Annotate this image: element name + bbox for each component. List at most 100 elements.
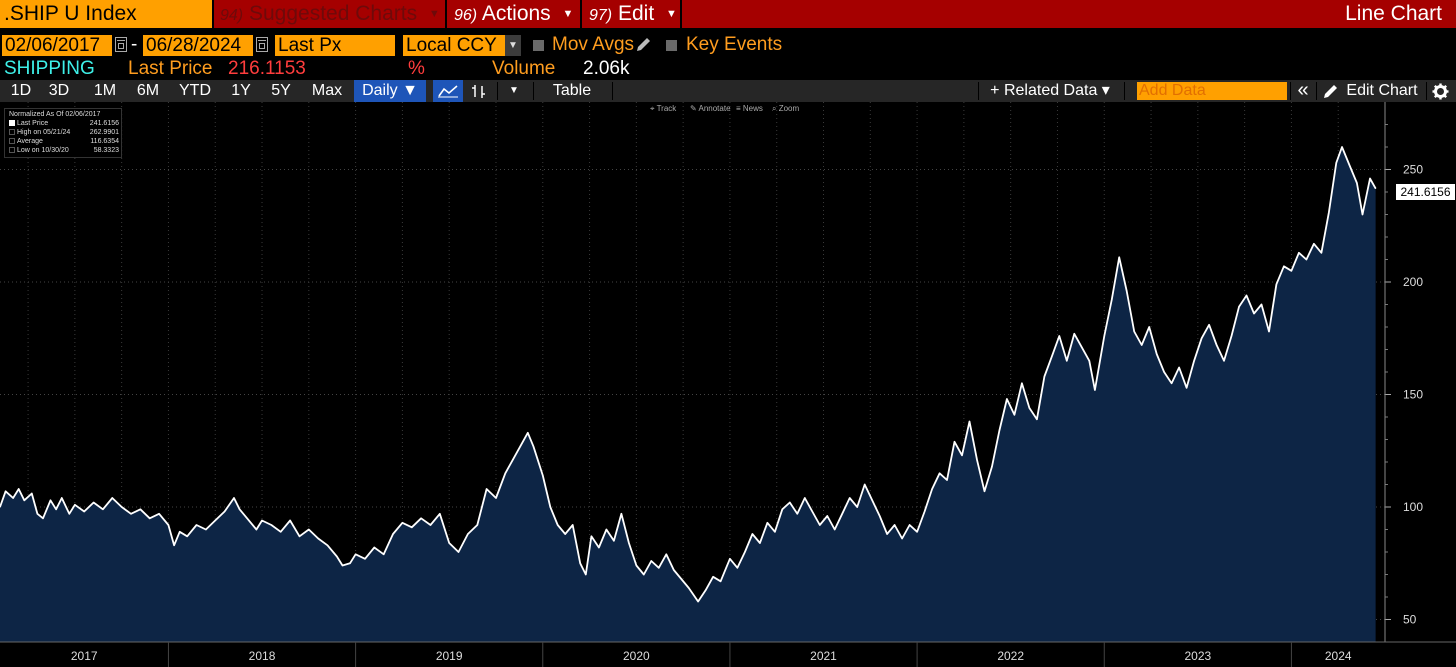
- divider: [533, 82, 534, 100]
- data-point: [1348, 164, 1350, 166]
- actions-menu[interactable]: 96) Actions ▼: [454, 0, 573, 28]
- legend-swatch[interactable]: [9, 147, 15, 154]
- table-button[interactable]: Table: [552, 82, 592, 99]
- news-label: News: [742, 104, 763, 113]
- line-chart-icon[interactable]: [433, 80, 463, 102]
- divider: [445, 0, 447, 28]
- range-max[interactable]: Max: [311, 82, 343, 99]
- data-point: [620, 513, 623, 515]
- frequency-select[interactable]: Daily ▼: [354, 80, 426, 102]
- data-point: [261, 519, 263, 522]
- start-date-input[interactable]: 02/06/2017: [2, 35, 112, 56]
- data-point: [158, 513, 160, 515]
- data-point: [1283, 265, 1285, 267]
- end-date-input[interactable]: 06/28/2024: [143, 35, 253, 56]
- pencil-icon: ✎: [690, 104, 697, 113]
- data-point: [308, 528, 310, 531]
- volume-value: 2.06k: [583, 58, 630, 79]
- data-point: [1320, 252, 1322, 254]
- security-name: SHIPPING: [4, 58, 95, 79]
- pencil-icon[interactable]: [634, 36, 652, 54]
- data-point: [439, 513, 441, 515]
- annotate-tool[interactable]: ✎ Annotate: [690, 104, 731, 113]
- x-tick-label: 2021: [810, 649, 837, 663]
- data-point: [1066, 360, 1068, 362]
- related-data-button[interactable]: + Related Data ▾: [990, 82, 1110, 99]
- data-point: [901, 537, 903, 540]
- edit-chart-button[interactable]: Edit Chart: [1346, 82, 1418, 99]
- y-tick-label: 200: [1403, 275, 1423, 289]
- divider: [1316, 82, 1317, 100]
- data-point: [924, 510, 926, 513]
- data-point: [1013, 414, 1016, 416]
- range-ytd[interactable]: YTD: [179, 82, 211, 99]
- suggested-charts-menu[interactable]: 94) Suggested Charts ▼: [220, 0, 440, 28]
- edit-number: 97): [589, 7, 613, 24]
- range-5y[interactable]: 5Y: [271, 82, 291, 99]
- range-1d[interactable]: 1D: [10, 82, 32, 99]
- data-point: [1253, 312, 1255, 315]
- data-point: [1193, 360, 1195, 362]
- field-select[interactable]: Last Px: [275, 35, 395, 56]
- range-1m[interactable]: 1M: [93, 82, 117, 99]
- data-point: [744, 551, 746, 553]
- x-tick-label: 2018: [249, 649, 276, 663]
- calendar-icon[interactable]: [256, 37, 268, 52]
- edit-menu[interactable]: 97) Edit ▼: [589, 0, 677, 28]
- ticker-field[interactable]: .SHIP U Index: [0, 0, 212, 28]
- currency-dropdown-icon[interactable]: ▼: [505, 35, 521, 56]
- range-1y[interactable]: 1Y: [231, 82, 251, 99]
- data-point: [705, 589, 707, 591]
- bar-chart-icon[interactable]: [466, 80, 492, 102]
- data-point: [968, 420, 971, 423]
- data-point: [326, 544, 329, 546]
- x-axis-band: [0, 642, 1456, 667]
- pencil-icon[interactable]: [1322, 83, 1340, 100]
- data-point: [961, 454, 963, 456]
- x-tick-label: 2020: [623, 649, 650, 663]
- divider: [1124, 82, 1125, 100]
- data-point: [1356, 182, 1358, 184]
- legend-swatch[interactable]: [9, 120, 15, 127]
- x-tick-label: 2017: [71, 649, 98, 663]
- chart-type-dropdown-icon[interactable]: ▼: [509, 85, 519, 96]
- range-6m[interactable]: 6M: [136, 82, 160, 99]
- data-point: [42, 517, 44, 519]
- data-point: [1073, 333, 1075, 335]
- gear-icon[interactable]: [1432, 83, 1449, 100]
- track-tool[interactable]: ⌖ Track: [650, 104, 676, 114]
- zoom-tool[interactable]: ⌕ Zoom: [772, 104, 799, 114]
- data-point: [811, 510, 813, 513]
- mov-avgs-checkbox[interactable]: [533, 40, 544, 51]
- edit-label: Edit: [617, 2, 655, 25]
- key-events-checkbox[interactable]: [666, 40, 677, 51]
- data-point: [1043, 375, 1045, 378]
- collapse-icon[interactable]: «: [1297, 79, 1309, 101]
- data-point: [1238, 306, 1240, 308]
- volume-label: Volume: [492, 58, 556, 79]
- data-point: [420, 517, 422, 519]
- data-point: [804, 497, 806, 499]
- calendar-icon[interactable]: [115, 37, 127, 52]
- data-point: [486, 488, 488, 490]
- legend-swatch[interactable]: [9, 138, 15, 145]
- data-point: [349, 562, 351, 564]
- range-3d[interactable]: 3D: [48, 82, 70, 99]
- data-point: [998, 429, 1001, 432]
- news-tool[interactable]: ≡ News: [736, 104, 763, 113]
- data-point: [665, 553, 667, 555]
- legend-row: High on 05/21/24 262.9901: [9, 129, 119, 137]
- currency-select[interactable]: Local CCY: [403, 35, 505, 56]
- data-point: [598, 546, 600, 549]
- caret-down-icon: ▼: [428, 8, 440, 21]
- legend-swatch[interactable]: [9, 129, 15, 136]
- mov-avgs-label: Mov Avgs: [552, 34, 635, 55]
- data-point: [1058, 335, 1060, 337]
- x-tick-label: 2023: [1184, 649, 1211, 663]
- add-data-input[interactable]: Add Data: [1137, 82, 1287, 100]
- data-point: [1375, 187, 1377, 189]
- suggested-charts-label: Suggested Charts: [248, 2, 418, 25]
- data-point: [931, 488, 933, 490]
- data-point: [991, 465, 993, 468]
